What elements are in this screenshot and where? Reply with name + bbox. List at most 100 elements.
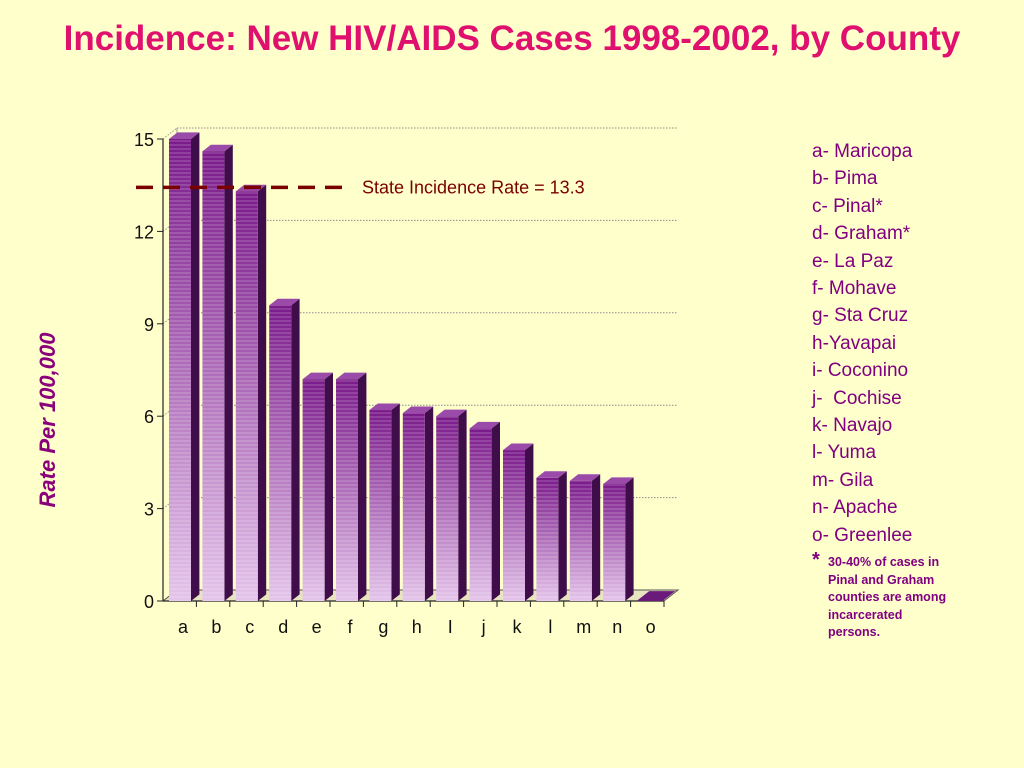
bar-stripes: [235, 191, 258, 602]
bar-top: [503, 443, 534, 451]
bar-stripes: [503, 450, 525, 601]
x-tick-label: g: [378, 617, 388, 637]
county-legend: a- Maricopa b- Pima c- Pinal* d- Graham* e- …: [812, 138, 1012, 642]
bar-top: [636, 591, 676, 601]
bar-side: [191, 132, 200, 601]
bar-a: [169, 132, 200, 601]
x-tick-label: h: [412, 617, 422, 637]
x-tick-label: l: [548, 617, 552, 637]
bar-k: [503, 443, 534, 601]
legend-item: n- Apache: [812, 497, 898, 519]
bar-top: [603, 477, 634, 484]
bar-stripes: [536, 477, 559, 601]
bar-stripes: [369, 410, 392, 601]
bar-side: [525, 443, 534, 601]
x-tick-label: d: [278, 617, 288, 637]
y-tick-label: 0: [144, 592, 154, 612]
bar-top: [569, 474, 601, 481]
footnote-marker: *: [812, 549, 820, 572]
chart-title: Incidence: New HIV/AIDS Cases 1998-2002,…: [63, 19, 961, 58]
bar-top: [169, 132, 200, 139]
bar-top: [436, 409, 467, 417]
x-tick-label: b: [211, 617, 221, 637]
x-tick-label: c: [245, 617, 254, 637]
y-tick-label: 9: [144, 315, 154, 335]
bar-side: [324, 372, 333, 601]
footnote-text: 30-40% of cases in Pinal and Graham coun…: [828, 555, 947, 640]
bar-side: [625, 477, 634, 601]
bar-e: [302, 372, 333, 601]
legend-item: m- Gila: [812, 469, 874, 491]
x-tick-label: j: [481, 617, 486, 637]
y-axis-label: Rate Per 100,000: [35, 332, 60, 508]
x-tick-label: a: [178, 617, 189, 637]
bar-stripes: [202, 151, 225, 601]
bar-stripes: [336, 379, 358, 601]
bar-g: [369, 403, 400, 601]
bar-side: [491, 421, 500, 601]
x-tick-label: k: [513, 617, 523, 637]
bar-stripes: [169, 139, 191, 601]
legend-item: d- Graham*: [812, 223, 911, 245]
bar-side: [424, 406, 434, 601]
bar-side: [224, 144, 233, 601]
legend-item: l- Yuma: [812, 442, 877, 464]
x-tick-label: m: [576, 617, 591, 637]
x-tick-label: I: [448, 617, 453, 637]
bar-l: [536, 471, 567, 601]
bar-side: [257, 184, 267, 601]
y-tick-label: 15: [134, 130, 154, 150]
bar-o: [636, 591, 676, 601]
legend-item: b- Pima: [812, 168, 878, 190]
y-tick-label: 3: [144, 500, 154, 520]
bar-b: [202, 144, 233, 601]
y-tick-label: 6: [144, 407, 154, 427]
bar-stripes: [269, 305, 292, 601]
bar-side: [291, 298, 300, 601]
bar-f: [336, 372, 367, 601]
bar-side: [458, 409, 467, 601]
legend-item: a- Maricopa: [812, 141, 913, 162]
y-tick-label: 12: [134, 222, 154, 242]
bar-stripes: [302, 379, 325, 601]
bar-stripes: [469, 428, 492, 601]
bar-stripes: [402, 413, 425, 601]
legend-item: e- La Paz: [812, 250, 894, 272]
bar-top: [202, 144, 233, 152]
x-tick-label: n: [612, 617, 622, 637]
bar-I: [436, 409, 467, 601]
bar-side: [591, 474, 601, 601]
bar-side: [391, 403, 400, 601]
bar-top: [402, 406, 434, 414]
bar-n: [603, 477, 634, 601]
legend-item: k- Navajo: [812, 415, 893, 437]
legend-item: o- Greenlee: [812, 524, 913, 546]
bar-top: [336, 372, 367, 380]
bar-top: [269, 298, 300, 306]
legend-item: i- Coconino: [812, 360, 909, 382]
legend-item: g- Sta Cruz: [812, 305, 909, 327]
x-tick-label: f: [347, 617, 353, 637]
bar-top: [369, 403, 400, 411]
footnote: * 30-40% of cases in Pinal and Graham co…: [812, 550, 1012, 642]
bar-top: [536, 471, 567, 478]
bar-m: [569, 474, 601, 601]
legend-item: h-Yavapai: [812, 332, 897, 354]
x-tick-label: e: [312, 617, 322, 637]
bar-stripes: [569, 480, 592, 601]
legend-item: c- Pinal*: [812, 195, 883, 217]
bar-top: [469, 421, 500, 429]
bar-stripes: [436, 416, 459, 601]
legend-item: j- Cochise: [812, 387, 902, 409]
bar-h: [402, 406, 434, 601]
bar-side: [558, 471, 567, 601]
legend-item: f- Mohave: [812, 278, 897, 300]
bar-c: [235, 184, 267, 602]
state-rate-label: State Incidence Rate = 13.3: [362, 177, 585, 197]
bar-stripes: [603, 483, 626, 601]
x-tick-label: o: [646, 617, 656, 637]
bar-d: [269, 298, 300, 601]
bar-j: [469, 421, 500, 601]
bar-side: [358, 372, 367, 601]
